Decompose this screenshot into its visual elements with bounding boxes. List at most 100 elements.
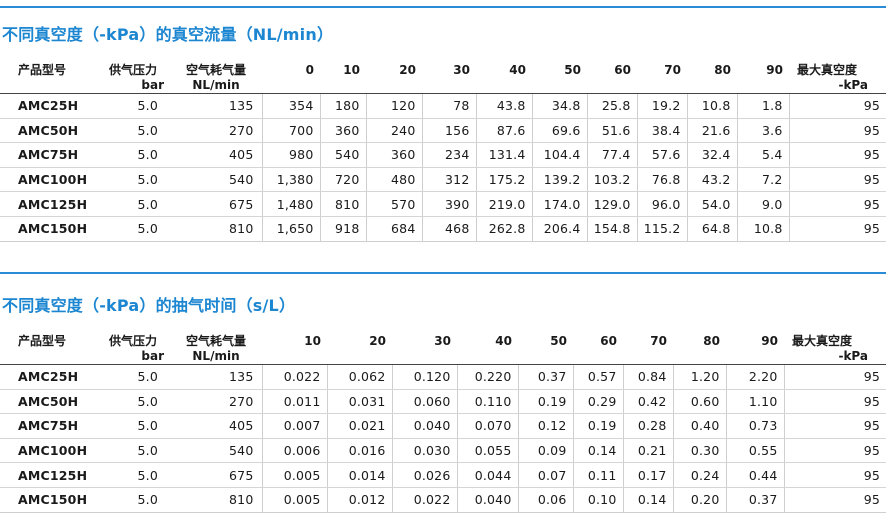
cell-value: 354 — [261, 93, 320, 119]
cell-pressure: 5.0 — [96, 142, 170, 168]
col-header-level: 60 — [573, 330, 623, 365]
cell-value: 0.040 — [456, 487, 518, 513]
col-header-model: 产品型号 — [0, 59, 96, 94]
table-row: AMC50H 5.0 270 0.011 0.031 0.060 0.110 0.19 0.29… — [0, 389, 886, 415]
cell-value: 0.21 — [622, 438, 673, 464]
col-header-level: 30 — [422, 59, 476, 94]
cell-value: 0.24 — [672, 462, 726, 488]
cell-value: 0.014 — [326, 462, 392, 488]
cell-max-vacuum: 95 — [788, 118, 886, 144]
cell-model: AMC150H — [0, 487, 96, 513]
cell-value: 1.8 — [736, 93, 789, 119]
cell-value: 2.20 — [725, 364, 784, 390]
vacuum-flow-table: 产品型号 供气压力 bar 空气耗气量 NL/min 0 10 20 30 40… — [0, 59, 886, 242]
cell-value: 57.6 — [636, 142, 687, 168]
cell-value: 43.2 — [686, 167, 737, 193]
cell-value: 570 — [365, 191, 422, 217]
cell-value: 19.2 — [636, 93, 687, 119]
table-row: AMC50H 5.0 270 700 360 240 156 87.6 69.6 51.6 38.4… — [0, 118, 886, 144]
cell-max-vacuum: 95 — [788, 191, 886, 217]
vacuum-flow-title: 不同真空度（-kPa）的真空流量（NL/min） — [2, 25, 334, 44]
col-header-level: 50 — [532, 59, 587, 94]
cell-consumption: 270 — [170, 389, 262, 415]
col-header-level: 30 — [392, 330, 457, 365]
cell-value: 0.40 — [672, 413, 726, 439]
cell-value: 0.220 — [456, 364, 518, 390]
cell-model: AMC25H — [0, 93, 96, 119]
table-row: AMC100H 5.0 540 0.006 0.016 0.030 0.055 0.09 0.1… — [0, 438, 886, 464]
cell-pressure: 5.0 — [96, 364, 170, 390]
cell-value: 0.17 — [622, 462, 673, 488]
cell-value: 0.030 — [391, 438, 457, 464]
cell-value: 700 — [261, 118, 320, 144]
cell-value: 0.42 — [622, 389, 673, 415]
cell-value: 0.070 — [456, 413, 518, 439]
cell-model: AMC50H — [0, 118, 96, 144]
cell-value: 0.14 — [572, 438, 623, 464]
cell-value: 312 — [421, 167, 476, 193]
cell-max-vacuum: 95 — [788, 216, 886, 242]
cell-value: 360 — [319, 118, 366, 144]
table-row: AMC125H 5.0 675 0.005 0.014 0.026 0.044 0.07 0.1… — [0, 462, 886, 488]
cell-value: 918 — [319, 216, 366, 242]
cell-value: 0.055 — [456, 438, 518, 464]
cell-model: AMC50H — [0, 389, 96, 415]
col-header-level: 20 — [366, 59, 422, 94]
col-header-level: 80 — [673, 330, 726, 365]
cell-value: 480 — [365, 167, 422, 193]
col-header-level: 60 — [587, 59, 637, 94]
cell-value: 175.2 — [475, 167, 532, 193]
cell-value: 0.040 — [391, 413, 457, 439]
cell-value: 810 — [319, 191, 366, 217]
col-header-level: 90 — [737, 59, 789, 94]
cell-pressure: 5.0 — [96, 487, 170, 513]
cell-consumption: 540 — [170, 167, 262, 193]
cell-value: 468 — [421, 216, 476, 242]
cell-value: 0.30 — [672, 438, 726, 464]
cell-max-vacuum: 95 — [788, 142, 886, 168]
cell-value: 980 — [261, 142, 320, 168]
col-header-level: 40 — [476, 59, 532, 94]
cell-value: 32.4 — [686, 142, 737, 168]
col-header-level: 80 — [687, 59, 737, 94]
cell-value: 0.60 — [672, 389, 726, 415]
cell-value: 0.10 — [572, 487, 623, 513]
cell-max-vacuum: 95 — [783, 487, 886, 513]
cell-value: 684 — [365, 216, 422, 242]
col-header-level: 70 — [623, 330, 673, 365]
cell-value: 0.57 — [572, 364, 623, 390]
cell-max-vacuum: 95 — [783, 389, 886, 415]
cell-value: 9.0 — [736, 191, 789, 217]
cell-value: 0.026 — [391, 462, 457, 488]
cell-pressure: 5.0 — [96, 118, 170, 144]
cell-pressure: 5.0 — [96, 167, 170, 193]
evacuation-time-title: 不同真空度（-kPa）的抽气时间（s/L） — [2, 296, 296, 315]
table-header-row: 产品型号 供气压力 bar 空气耗气量 NL/min 10 20 30 40 5… — [0, 330, 886, 365]
cell-value: 0.060 — [391, 389, 457, 415]
cell-value: 240 — [365, 118, 422, 144]
cell-value: 25.8 — [586, 93, 637, 119]
cell-value: 129.0 — [586, 191, 637, 217]
cell-value: 76.8 — [636, 167, 687, 193]
cell-value: 0.011 — [261, 389, 327, 415]
table-row: AMC25H 5.0 135 0.022 0.062 0.120 0.220 0.37 0.57… — [0, 364, 886, 390]
cell-value: 1,650 — [261, 216, 320, 242]
cell-value: 0.28 — [622, 413, 673, 439]
col-header-pressure: 供气压力 bar — [96, 330, 170, 365]
cell-value: 43.8 — [475, 93, 532, 119]
col-header-level: 70 — [637, 59, 687, 94]
cell-value: 174.0 — [531, 191, 587, 217]
table-row: AMC25H 5.0 135 354 180 120 78 43.8 34.8 25.8 19.2 1… — [0, 93, 886, 119]
section-top-rule — [0, 272, 886, 274]
cell-value: 234 — [421, 142, 476, 168]
cell-consumption: 675 — [170, 462, 262, 488]
col-header-pressure: 供气压力 bar — [96, 59, 170, 94]
cell-value: 10.8 — [736, 216, 789, 242]
cell-value: 54.0 — [686, 191, 737, 217]
cell-value: 0.37 — [725, 487, 784, 513]
col-header-consumption: 空气耗气量 NL/min — [170, 59, 262, 94]
cell-value: 390 — [421, 191, 476, 217]
col-header-model: 产品型号 — [0, 330, 96, 365]
cell-value: 7.2 — [736, 167, 789, 193]
cell-value: 0.19 — [517, 389, 573, 415]
